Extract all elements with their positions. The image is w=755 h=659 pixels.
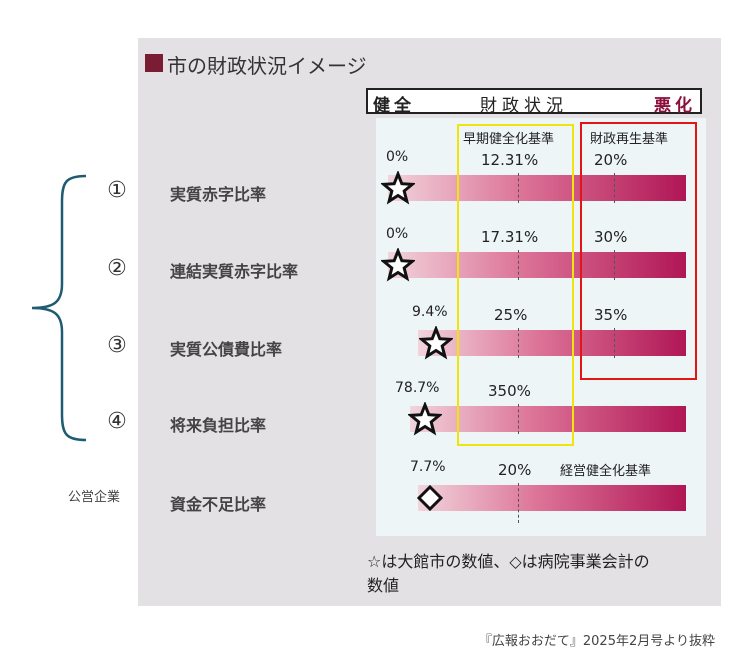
early-standard-highlight bbox=[457, 124, 574, 446]
row-number: ④ bbox=[107, 409, 127, 434]
value-label: 9.4% bbox=[412, 304, 448, 320]
bar bbox=[388, 252, 686, 278]
bar bbox=[418, 330, 686, 356]
early-standard-value: 12.31% bbox=[481, 151, 539, 169]
bar bbox=[410, 406, 686, 432]
value-label: 78.7% bbox=[395, 380, 440, 396]
title-square-icon bbox=[145, 54, 163, 72]
row-label: 将来負担比率 bbox=[170, 416, 267, 435]
business-standard-label: 経営健全化基準 bbox=[560, 464, 652, 479]
early-standard-value: 17.31% bbox=[481, 228, 539, 246]
star-marker-icon bbox=[419, 326, 453, 360]
star-marker-icon bbox=[381, 248, 415, 282]
rebuild-standard-value: 35% bbox=[594, 306, 628, 324]
page-title: 市の財政状況イメージ bbox=[167, 54, 367, 78]
source-credit: 『広報おおだて』2025年2月号より抜粋 bbox=[478, 634, 715, 649]
row-number: ③ bbox=[107, 333, 127, 358]
rebuild-standard-line bbox=[614, 328, 615, 358]
early-standard-value: 25% bbox=[494, 306, 528, 324]
row-label: 実質赤字比率 bbox=[170, 185, 267, 204]
footnote-line-2: 数値 bbox=[367, 576, 400, 595]
value-label: 7.7% bbox=[410, 459, 446, 475]
early-standard-line bbox=[518, 483, 519, 523]
early-standard-line bbox=[518, 250, 519, 280]
early-standard-label: 早期健全化基準 bbox=[463, 132, 555, 147]
row-label: 連結実質赤字比率 bbox=[170, 262, 299, 281]
footnote-line-1: ☆は大館市の数値、◇は病院事業会計の bbox=[367, 552, 650, 571]
early-standard-line bbox=[518, 173, 519, 203]
footnote: ☆は大館市の数値、◇は病院事業会計の 数値 bbox=[367, 550, 707, 598]
early-standard-value: 20% bbox=[498, 461, 532, 479]
rebuild-standard-value: 30% bbox=[594, 228, 628, 246]
star-marker-icon bbox=[408, 402, 442, 436]
early-standard-value: 350% bbox=[488, 382, 531, 400]
rebuild-standard-line bbox=[614, 173, 615, 203]
row-number: ② bbox=[107, 256, 127, 281]
row-label: 資金不足比率 bbox=[170, 495, 267, 514]
rebuild-standard-line bbox=[614, 250, 615, 280]
header-worse: 悪化 bbox=[654, 96, 696, 116]
row-label: 実質公債費比率 bbox=[170, 340, 283, 359]
group-brace-icon bbox=[31, 174, 87, 442]
bar bbox=[418, 485, 686, 511]
status-header: 健全 財政状況 悪化 bbox=[366, 88, 702, 116]
rebuild-standard-highlight bbox=[580, 122, 697, 380]
header-status: 財政状況 bbox=[480, 96, 568, 116]
value-label: 0% bbox=[386, 226, 409, 242]
row-number: ① bbox=[107, 178, 127, 203]
early-standard-line bbox=[518, 404, 519, 434]
rebuild-standard-value: 20% bbox=[594, 151, 628, 169]
header-healthy: 健全 bbox=[373, 96, 415, 116]
early-standard-line bbox=[518, 328, 519, 358]
rebuild-standard-label: 財政再生基準 bbox=[590, 132, 669, 147]
value-label: 0% bbox=[386, 149, 409, 165]
diamond-marker-icon bbox=[417, 485, 443, 511]
star-marker-icon bbox=[381, 171, 415, 205]
bar bbox=[388, 175, 686, 201]
group-label: 公営企業 bbox=[68, 490, 121, 505]
